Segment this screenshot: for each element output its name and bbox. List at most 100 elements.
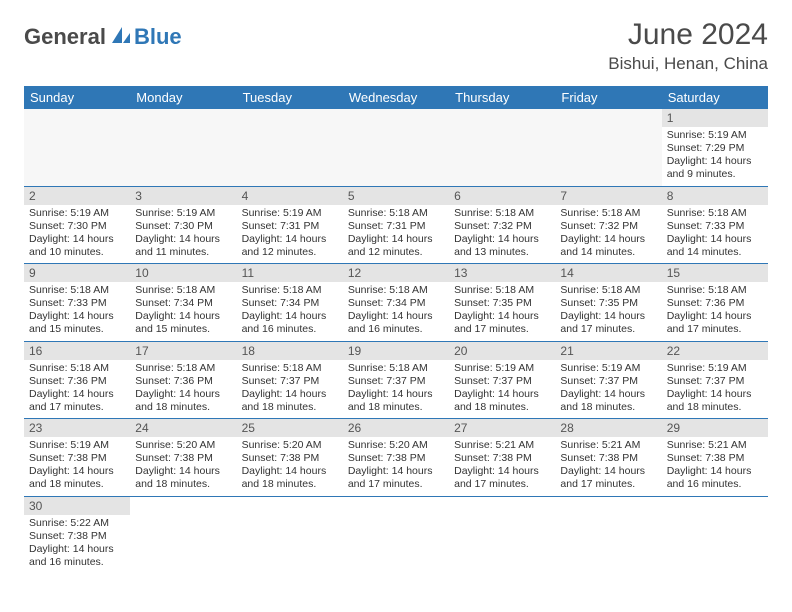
sunset-text: Sunset: 7:38 PM bbox=[667, 452, 763, 465]
sail-icon bbox=[110, 25, 132, 50]
sunrise-text: Sunrise: 5:20 AM bbox=[348, 439, 444, 452]
daylight-text: Daylight: 14 hours and 18 minutes. bbox=[135, 465, 231, 491]
sunset-text: Sunset: 7:38 PM bbox=[348, 452, 444, 465]
calendar-cell: 23Sunrise: 5:19 AMSunset: 7:38 PMDayligh… bbox=[24, 419, 130, 497]
sunrise-text: Sunrise: 5:19 AM bbox=[560, 362, 656, 375]
calendar-cell bbox=[130, 496, 236, 573]
day-number: 26 bbox=[343, 419, 449, 437]
day-number: 21 bbox=[555, 342, 661, 360]
day-number: 19 bbox=[343, 342, 449, 360]
day-number: 5 bbox=[343, 187, 449, 205]
day-content: Sunrise: 5:21 AMSunset: 7:38 PMDaylight:… bbox=[449, 437, 555, 496]
day-content: Sunrise: 5:20 AMSunset: 7:38 PMDaylight:… bbox=[343, 437, 449, 496]
daylight-text: Daylight: 14 hours and 17 minutes. bbox=[454, 310, 550, 336]
sunrise-text: Sunrise: 5:19 AM bbox=[667, 362, 763, 375]
weekday-header: Wednesday bbox=[343, 86, 449, 109]
calendar-cell bbox=[662, 496, 768, 573]
day-number: 28 bbox=[555, 419, 661, 437]
header: General Blue June 2024 Bishui, Henan, Ch… bbox=[24, 18, 768, 74]
sunset-text: Sunset: 7:33 PM bbox=[667, 220, 763, 233]
sunset-text: Sunset: 7:36 PM bbox=[667, 297, 763, 310]
daylight-text: Daylight: 14 hours and 9 minutes. bbox=[667, 155, 763, 181]
sunrise-text: Sunrise: 5:18 AM bbox=[560, 207, 656, 220]
day-content: Sunrise: 5:18 AMSunset: 7:36 PMDaylight:… bbox=[662, 282, 768, 341]
calendar-cell bbox=[130, 109, 236, 186]
day-content: Sunrise: 5:19 AMSunset: 7:37 PMDaylight:… bbox=[555, 360, 661, 419]
daylight-text: Daylight: 14 hours and 17 minutes. bbox=[560, 310, 656, 336]
calendar-cell: 4Sunrise: 5:19 AMSunset: 7:31 PMDaylight… bbox=[237, 186, 343, 264]
day-content: Sunrise: 5:18 AMSunset: 7:34 PMDaylight:… bbox=[130, 282, 236, 341]
logo-text-blue: Blue bbox=[134, 24, 182, 50]
calendar-row: 2Sunrise: 5:19 AMSunset: 7:30 PMDaylight… bbox=[24, 186, 768, 264]
daylight-text: Daylight: 14 hours and 18 minutes. bbox=[454, 388, 550, 414]
location: Bishui, Henan, China bbox=[608, 54, 768, 74]
weekday-header: Monday bbox=[130, 86, 236, 109]
day-number: 13 bbox=[449, 264, 555, 282]
day-content: Sunrise: 5:18 AMSunset: 7:36 PMDaylight:… bbox=[130, 360, 236, 419]
daylight-text: Daylight: 14 hours and 14 minutes. bbox=[560, 233, 656, 259]
daylight-text: Daylight: 14 hours and 16 minutes. bbox=[242, 310, 338, 336]
calendar-body: 1Sunrise: 5:19 AMSunset: 7:29 PMDaylight… bbox=[24, 109, 768, 573]
sunrise-text: Sunrise: 5:20 AM bbox=[242, 439, 338, 452]
calendar-cell: 18Sunrise: 5:18 AMSunset: 7:37 PMDayligh… bbox=[237, 341, 343, 419]
day-number: 15 bbox=[662, 264, 768, 282]
sunset-text: Sunset: 7:38 PM bbox=[29, 452, 125, 465]
day-number: 16 bbox=[24, 342, 130, 360]
weekday-header-row: Sunday Monday Tuesday Wednesday Thursday… bbox=[24, 86, 768, 109]
calendar-cell bbox=[555, 496, 661, 573]
calendar-cell bbox=[237, 496, 343, 573]
sunrise-text: Sunrise: 5:18 AM bbox=[348, 207, 444, 220]
day-number: 9 bbox=[24, 264, 130, 282]
sunrise-text: Sunrise: 5:18 AM bbox=[242, 362, 338, 375]
calendar-cell: 7Sunrise: 5:18 AMSunset: 7:32 PMDaylight… bbox=[555, 186, 661, 264]
daylight-text: Daylight: 14 hours and 16 minutes. bbox=[667, 465, 763, 491]
sunset-text: Sunset: 7:38 PM bbox=[560, 452, 656, 465]
day-number: 6 bbox=[449, 187, 555, 205]
calendar-cell: 26Sunrise: 5:20 AMSunset: 7:38 PMDayligh… bbox=[343, 419, 449, 497]
calendar-row: 16Sunrise: 5:18 AMSunset: 7:36 PMDayligh… bbox=[24, 341, 768, 419]
day-content: Sunrise: 5:21 AMSunset: 7:38 PMDaylight:… bbox=[555, 437, 661, 496]
calendar-row: 9Sunrise: 5:18 AMSunset: 7:33 PMDaylight… bbox=[24, 264, 768, 342]
calendar-cell: 11Sunrise: 5:18 AMSunset: 7:34 PMDayligh… bbox=[237, 264, 343, 342]
sunset-text: Sunset: 7:35 PM bbox=[560, 297, 656, 310]
day-content: Sunrise: 5:19 AMSunset: 7:31 PMDaylight:… bbox=[237, 205, 343, 264]
day-number: 8 bbox=[662, 187, 768, 205]
day-content: Sunrise: 5:18 AMSunset: 7:34 PMDaylight:… bbox=[343, 282, 449, 341]
sunrise-text: Sunrise: 5:18 AM bbox=[348, 284, 444, 297]
sunrise-text: Sunrise: 5:18 AM bbox=[667, 284, 763, 297]
day-number: 10 bbox=[130, 264, 236, 282]
logo: General Blue bbox=[24, 24, 182, 50]
sunset-text: Sunset: 7:35 PM bbox=[454, 297, 550, 310]
day-content: Sunrise: 5:18 AMSunset: 7:35 PMDaylight:… bbox=[449, 282, 555, 341]
day-number: 29 bbox=[662, 419, 768, 437]
day-number: 25 bbox=[237, 419, 343, 437]
calendar-cell bbox=[237, 109, 343, 186]
day-number: 11 bbox=[237, 264, 343, 282]
calendar-cell: 21Sunrise: 5:19 AMSunset: 7:37 PMDayligh… bbox=[555, 341, 661, 419]
calendar-row: 23Sunrise: 5:19 AMSunset: 7:38 PMDayligh… bbox=[24, 419, 768, 497]
calendar-cell: 3Sunrise: 5:19 AMSunset: 7:30 PMDaylight… bbox=[130, 186, 236, 264]
day-content: Sunrise: 5:19 AMSunset: 7:29 PMDaylight:… bbox=[662, 127, 768, 186]
day-number: 2 bbox=[24, 187, 130, 205]
daylight-text: Daylight: 14 hours and 15 minutes. bbox=[135, 310, 231, 336]
day-number: 7 bbox=[555, 187, 661, 205]
weekday-header: Tuesday bbox=[237, 86, 343, 109]
sunset-text: Sunset: 7:36 PM bbox=[135, 375, 231, 388]
sunrise-text: Sunrise: 5:21 AM bbox=[454, 439, 550, 452]
daylight-text: Daylight: 14 hours and 18 minutes. bbox=[667, 388, 763, 414]
calendar-cell bbox=[449, 496, 555, 573]
day-content: Sunrise: 5:18 AMSunset: 7:34 PMDaylight:… bbox=[237, 282, 343, 341]
calendar-cell: 1Sunrise: 5:19 AMSunset: 7:29 PMDaylight… bbox=[662, 109, 768, 186]
day-content: Sunrise: 5:18 AMSunset: 7:35 PMDaylight:… bbox=[555, 282, 661, 341]
day-content: Sunrise: 5:19 AMSunset: 7:37 PMDaylight:… bbox=[662, 360, 768, 419]
sunrise-text: Sunrise: 5:18 AM bbox=[242, 284, 338, 297]
calendar-cell: 6Sunrise: 5:18 AMSunset: 7:32 PMDaylight… bbox=[449, 186, 555, 264]
calendar-cell: 20Sunrise: 5:19 AMSunset: 7:37 PMDayligh… bbox=[449, 341, 555, 419]
calendar-row: 30Sunrise: 5:22 AMSunset: 7:38 PMDayligh… bbox=[24, 496, 768, 573]
title-block: June 2024 Bishui, Henan, China bbox=[608, 18, 768, 74]
day-content: Sunrise: 5:20 AMSunset: 7:38 PMDaylight:… bbox=[130, 437, 236, 496]
calendar-cell: 12Sunrise: 5:18 AMSunset: 7:34 PMDayligh… bbox=[343, 264, 449, 342]
sunrise-text: Sunrise: 5:18 AM bbox=[348, 362, 444, 375]
sunset-text: Sunset: 7:38 PM bbox=[135, 452, 231, 465]
sunset-text: Sunset: 7:34 PM bbox=[348, 297, 444, 310]
